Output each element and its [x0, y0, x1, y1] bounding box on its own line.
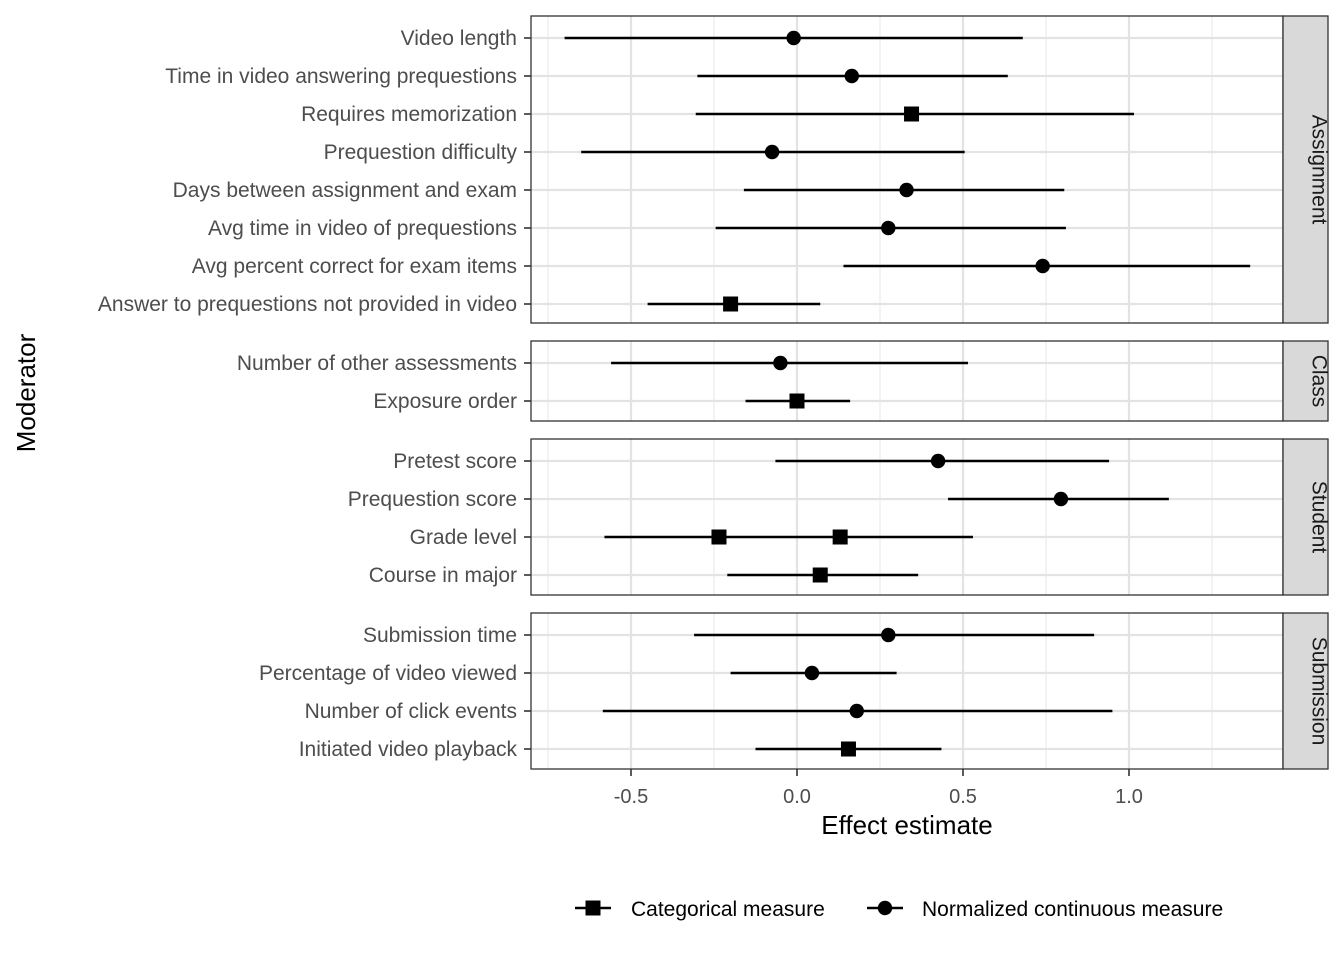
moderator-label: Prequestion difficulty	[324, 141, 518, 164]
row-time-in-video-answering-prequestions: Time in video answering prequestions	[165, 65, 1008, 88]
strip-label: Class	[1308, 355, 1331, 408]
legend-key-circle	[877, 900, 893, 916]
row-requires-memorization: Requires memorization	[301, 103, 1134, 126]
estimate-marker-square	[711, 529, 727, 545]
estimate-marker-circle	[764, 144, 780, 160]
legend-label: Categorical measure	[631, 898, 825, 921]
estimate-marker-circle	[844, 68, 859, 84]
panel-background	[531, 439, 1283, 595]
panel-submission: Submission time Percentage of video viewe…	[259, 612, 1331, 770]
moderator-label: Initiated video playback	[299, 738, 518, 761]
row-prequestion-score: Prequestion score	[348, 488, 1169, 511]
strip-background	[1282, 438, 1329, 596]
y-axis-title: Moderator	[11, 333, 41, 452]
legend: Categorical measure Normalized continuous…	[575, 898, 1223, 921]
row-submission-time: Submission time	[363, 624, 1095, 647]
panel-background	[531, 341, 1283, 421]
estimate-marker-square	[832, 529, 848, 545]
moderator-label: Pretest score	[393, 450, 517, 473]
estimate-marker-circle	[1035, 258, 1050, 274]
legend-entry-continuous: Normalized continuous measure	[867, 898, 1223, 921]
row-avg-percent-correct-for-exam-items: Avg percent correct for exam items	[192, 255, 1251, 278]
strip-background	[1282, 612, 1329, 770]
estimate-marker-circle	[881, 627, 896, 643]
moderator-label: Number of other assessments	[237, 352, 517, 375]
row-days-between-assignment-and-exam: Days between assignment and exam	[173, 179, 1065, 202]
moderator-label: Days between assignment and exam	[173, 179, 517, 202]
strip-label: Assignment	[1308, 115, 1331, 225]
x-axis-title: Effect estimate	[821, 810, 993, 840]
row-course-in-major: Course in major	[369, 564, 919, 587]
x-tick-label: -0.5	[614, 786, 648, 808]
panel-student: Pretest score Prequestion score Grade leve…	[348, 438, 1331, 596]
legend-key-square	[585, 900, 601, 916]
x-axis: -0.5 0.0 0.5 1.0	[614, 769, 1143, 808]
row-percentage-of-video-viewed: Percentage of video viewed	[259, 662, 897, 685]
strip-label: Student	[1308, 481, 1331, 554]
row-initiated-video-playback: Initiated video playback	[299, 738, 942, 761]
panel-class: Number of other assessments Exposure orde…	[237, 340, 1331, 422]
estimate-marker-square	[840, 741, 856, 757]
estimate-marker-square	[904, 106, 920, 122]
moderator-label: Requires memorization	[301, 103, 517, 126]
estimate-marker-square	[812, 567, 828, 583]
estimate-marker-circle	[881, 220, 896, 236]
moderator-label: Number of click events	[305, 700, 517, 723]
estimate-marker-square	[789, 393, 805, 409]
legend-label: Normalized continuous measure	[922, 898, 1223, 921]
panels-layer: Video length Time in video answering preq…	[98, 15, 1331, 770]
row-prequestion-difficulty: Prequestion difficulty	[324, 141, 965, 164]
row-avg-time-in-video-of-prequestions: Avg time in video of prequestions	[208, 217, 1066, 240]
estimate-marker-square	[723, 296, 739, 312]
row-number-of-click-events: Number of click events	[305, 700, 1113, 723]
legend-entry-categorical: Categorical measure	[575, 898, 825, 921]
row-video-length: Video length	[401, 27, 1023, 50]
estimate-marker-circle	[849, 703, 864, 719]
row-pretest-score: Pretest score	[393, 450, 1110, 473]
x-tick-label: 0.0	[783, 786, 811, 808]
moderator-label: Answer to prequestions not provided in v…	[98, 293, 517, 316]
row-number-of-other-assessments: Number of other assessments	[237, 352, 968, 375]
estimate-marker-circle	[773, 355, 788, 371]
panel-background	[531, 16, 1283, 323]
strip-background	[1282, 15, 1329, 324]
moderator-label: Avg time in video of prequestions	[208, 217, 517, 240]
moderator-label: Time in video answering prequestions	[165, 65, 517, 88]
estimate-marker-circle	[899, 182, 914, 198]
strip-background	[1282, 340, 1329, 422]
moderator-label: Prequestion score	[348, 488, 517, 511]
x-tick-label: 1.0	[1115, 786, 1143, 808]
strip-label: Submission	[1308, 637, 1331, 746]
moderator-label: Course in major	[369, 564, 517, 587]
x-tick-label: 0.5	[949, 786, 977, 808]
row-answer-to-prequestions-not-provided-in-video: Answer to prequestions not provided in v…	[98, 293, 821, 316]
panel-background	[531, 613, 1283, 769]
panel-assignment: Video length Time in video answering preq…	[98, 15, 1331, 324]
moderator-label: Video length	[401, 27, 517, 50]
row-grade-level: Grade level	[410, 526, 973, 549]
estimate-marker-circle	[930, 453, 946, 469]
moderator-label: Percentage of video viewed	[259, 662, 517, 685]
estimate-marker-circle	[804, 665, 820, 681]
moderator-label: Avg percent correct for exam items	[192, 255, 517, 278]
moderator-label: Exposure order	[373, 390, 517, 413]
moderator-label: Submission time	[363, 624, 517, 647]
row-exposure-order: Exposure order	[373, 390, 851, 413]
estimate-marker-circle	[786, 30, 801, 46]
moderator-label: Grade level	[410, 526, 517, 549]
estimate-marker-circle	[1053, 491, 1069, 507]
